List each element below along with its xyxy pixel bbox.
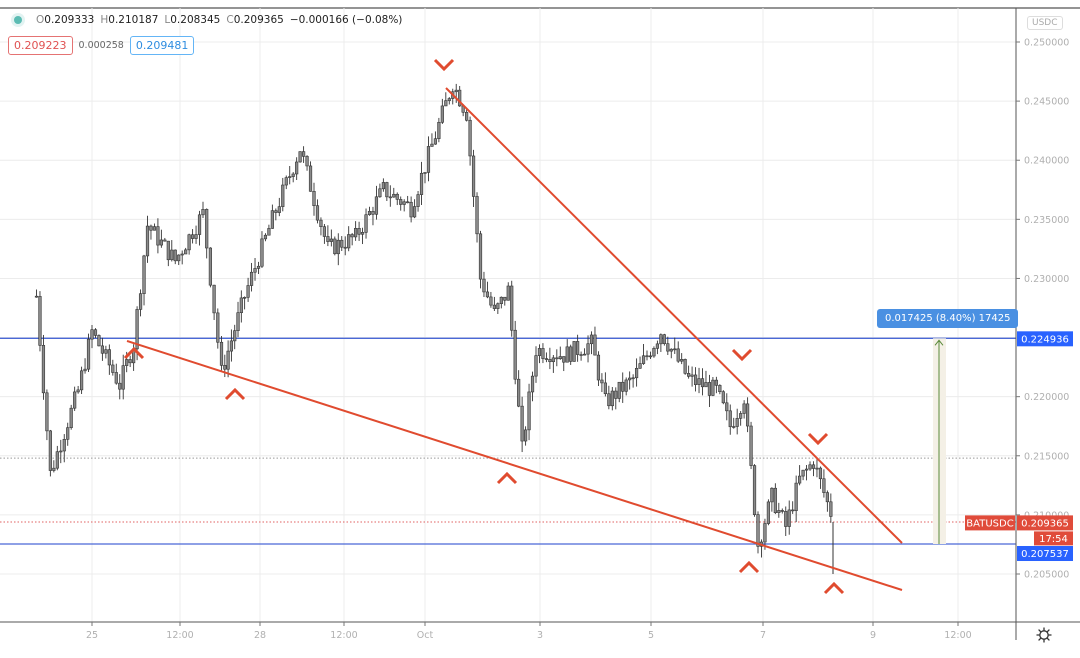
trendlines[interactable] (126, 87, 903, 591)
price-tick-label: 0.250000 (1024, 38, 1069, 49)
bottom-marker-icon (738, 560, 760, 574)
close-value: 0.209365 (233, 14, 284, 26)
low-value: 0.208345 (170, 14, 221, 26)
open-label: O (36, 14, 45, 26)
bottom-marker-icon (823, 581, 845, 595)
gear-icon[interactable] (1036, 627, 1052, 643)
bottom-marker-icon (496, 471, 518, 485)
last-price-label: 0.209365 (1021, 518, 1069, 529)
currency-badge[interactable]: USDC (1027, 16, 1063, 30)
price-tick-label: 0.215000 (1024, 451, 1069, 462)
resistance-price-label: 0.224936 (1021, 334, 1069, 345)
top-marker-icon (731, 348, 753, 362)
status-dot-icon (14, 16, 22, 24)
time-tick-label: 7 (760, 630, 766, 641)
time-tick-label: 9 (870, 630, 876, 641)
candlesticks (34, 83, 834, 574)
price-tick-label: 0.205000 (1024, 570, 1069, 581)
price-tick-label: 0.235000 (1024, 215, 1069, 226)
time-tick-label: 12:00 (944, 630, 971, 641)
bottom-marker-icon (123, 346, 145, 360)
top-marker-icon (807, 432, 829, 446)
bid-price[interactable]: 0.209223 (8, 36, 73, 55)
time-tick-label: 25 (86, 630, 98, 641)
time-tick-label: 28 (254, 630, 266, 641)
support-price-label: 0.207537 (1021, 549, 1069, 560)
price-tick-label: 0.245000 (1024, 97, 1069, 108)
support-price-label-bg (1017, 546, 1073, 562)
symbol-label-bg (965, 515, 1015, 531)
horizontal-levels[interactable] (0, 337, 1016, 545)
top-marker-icon (433, 58, 455, 72)
candle-countdown: 17:54 (1039, 534, 1068, 545)
time-tick-label: 12:00 (166, 630, 193, 641)
ask-price[interactable]: 0.209481 (129, 36, 195, 55)
symbol-label: BATUSDC (966, 518, 1013, 529)
high-label: H (100, 14, 109, 26)
candle-countdown-bg (1034, 531, 1073, 546)
time-tick-label: 12:00 (330, 630, 357, 641)
grid-lines (0, 8, 1016, 622)
time-tick-label: Oct (417, 630, 434, 641)
high-value: 0.210187 (108, 14, 159, 26)
price-tick-label: 0.230000 (1024, 274, 1069, 285)
measure-tool[interactable] (933, 338, 946, 545)
measure-label: 0.017425 (8.40%) 17425 (877, 309, 1019, 328)
time-axis[interactable]: 25 12:00 28 12:00 Oct 3 5 7 9 12:00 (86, 622, 972, 641)
close-label: C (226, 14, 234, 26)
ohlc-legend: O0.209333 H0.210187 L0.208345 C0.209365 −0.0… (14, 14, 408, 26)
spread-value: 0.000258 (78, 40, 124, 51)
change-value: −0.000166 (−0.08%) (289, 14, 403, 26)
last-price-label-bg (1017, 515, 1073, 531)
lower-trendline[interactable] (126, 340, 903, 591)
price-tick-label: 0.240000 (1024, 156, 1069, 167)
pivot-markers (123, 58, 845, 595)
time-tick-label: 3 (537, 630, 543, 641)
price-axis[interactable]: 0.250000 0.245000 0.240000 0.235000 0.230000… (1016, 38, 1069, 581)
time-tick-label: 5 (648, 630, 654, 641)
arrow-up-icon (934, 339, 944, 346)
bid-ask-spread: 0.209223 0.000258 0.209481 (8, 36, 195, 55)
low-label: L (164, 14, 171, 26)
bottom-marker-icon (224, 387, 246, 401)
upper-trendline[interactable] (445, 87, 903, 544)
open-value: 0.209333 (44, 14, 95, 26)
price-tick-label: 0.220000 (1024, 392, 1069, 403)
resistance-price-label-bg (1017, 331, 1073, 347)
price-axis-labels: 0.224936 BATUSDC 0.209365 17:54 0.207537 (965, 331, 1073, 562)
